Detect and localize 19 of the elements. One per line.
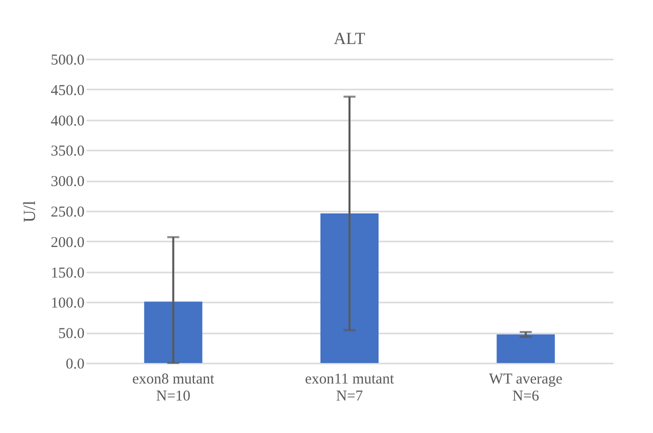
y-tick-label: 350.0 xyxy=(50,144,84,160)
y-tick-label: 100.0 xyxy=(50,296,84,312)
x-tick-label: WT average N=6 xyxy=(489,372,563,404)
y-tick-label: 50.0 xyxy=(58,326,84,342)
bar xyxy=(496,334,555,363)
y-tick-label: 150.0 xyxy=(50,265,84,282)
y-tick-label: 200.0 xyxy=(50,234,84,251)
y-tick-label: 250.0 xyxy=(50,204,84,220)
y-tick-label: 500.0 xyxy=(50,52,84,68)
x-tick-label: exon11 mutant N=7 xyxy=(304,372,395,404)
y-axis-title: U/l xyxy=(20,200,39,222)
y-tick-label: 0.0 xyxy=(66,356,84,372)
y-tick-label: 400.0 xyxy=(50,113,84,130)
bar xyxy=(144,302,202,363)
x-tick-label: exon8 mutant N=10 xyxy=(132,372,216,404)
y-tick-label: 300.0 xyxy=(50,174,84,190)
y-tick-label: 450.0 xyxy=(50,82,84,99)
chart-title: ALT xyxy=(334,29,366,48)
bar xyxy=(320,213,379,363)
